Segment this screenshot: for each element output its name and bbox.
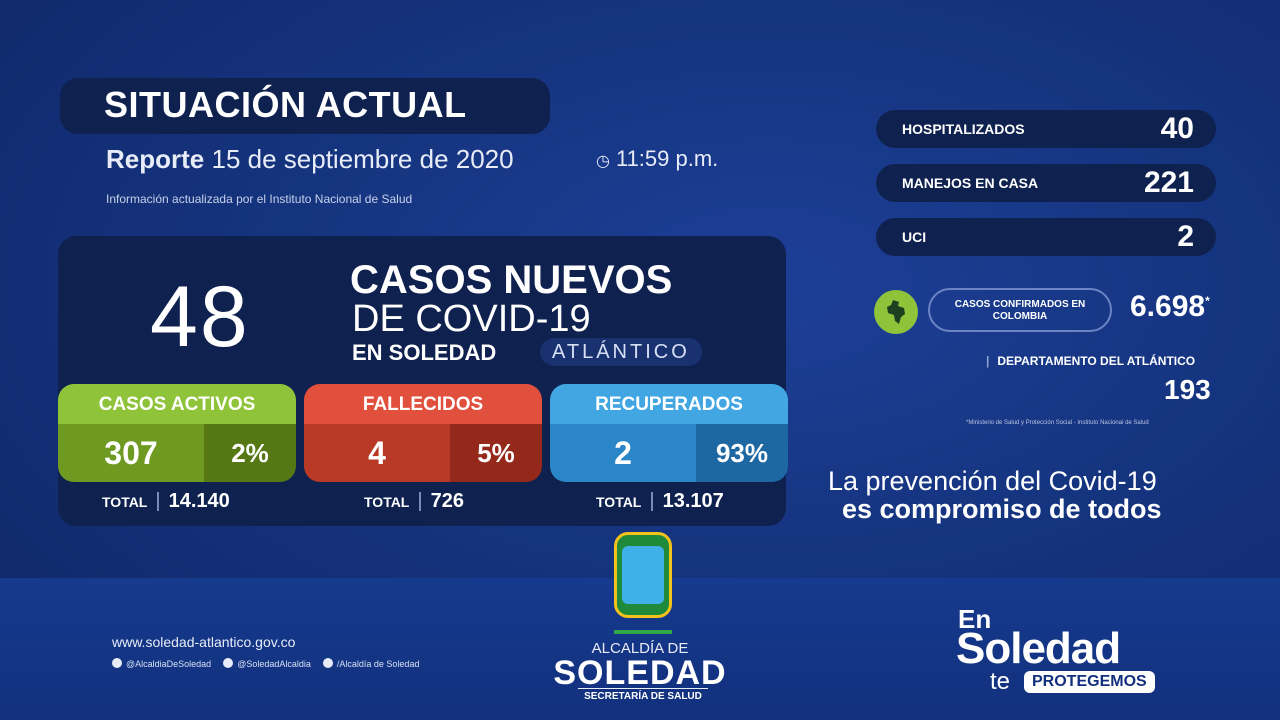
department-value: 193 — [1164, 374, 1211, 405]
facebook-icon — [322, 658, 333, 668]
home-care-label: MANEJOS EN CASA — [902, 175, 1039, 191]
recovered-percent: 93% — [696, 424, 788, 482]
colombia-map-icon — [874, 290, 918, 334]
hospitalized-value: 40 — [1160, 112, 1194, 145]
new-cases-place: EN SOLEDAD — [352, 340, 497, 365]
brand-te: te — [990, 668, 1011, 695]
clock-icon: ◷ — [596, 153, 610, 170]
recovered-total: TOTAL | 13.107 — [596, 490, 724, 512]
slogan-line-1: La prevención del Covid-19 — [828, 466, 1157, 496]
uci-pill: UCI 2 — [876, 218, 1216, 256]
title-box — [60, 78, 550, 134]
brand-protegemos: PROTEGEMOS — [1024, 671, 1155, 693]
recovered-value: 2 — [550, 424, 696, 482]
active-cases-label: CASOS ACTIVOS — [58, 384, 296, 424]
home-care-pill: MANEJOS EN CASA 221 — [876, 164, 1216, 202]
twitter-icon — [223, 658, 234, 668]
source-note: Información actualizada por el Instituto… — [106, 192, 413, 206]
colombia-cases-number: 6.698 — [1130, 290, 1206, 323]
instagram-link[interactable]: @AlcaldiaDeSoledad — [112, 658, 211, 669]
colombia-cases-value: 6.698* — [1130, 290, 1210, 324]
recovered-label: RECUPERADOS — [550, 384, 788, 424]
active-total-value: 14.140 — [168, 490, 230, 512]
deceased-total-value: 726 — [430, 490, 464, 512]
home-care-value: 221 — [1143, 166, 1194, 199]
report-label: Reporte — [106, 144, 205, 174]
recovered-card: RECUPERADOS 2 93% — [550, 384, 788, 482]
crest-inner — [622, 546, 664, 604]
report-time-value: 11:59 p.m. — [615, 146, 719, 171]
deceased-value: 4 — [304, 424, 450, 482]
recovered-total-label: TOTAL — [596, 494, 642, 510]
new-cases-subtitle: DE COVID-19 — [352, 298, 591, 340]
secretaria-label: SECRETARÍA DE SALUD — [578, 688, 708, 702]
hospitalized-label: HOSPITALIZADOS — [902, 121, 1025, 137]
colombia-cases-label: CASOS CONFIRMADOS EN COLOMBIA — [928, 288, 1112, 332]
soledad-label: SOLEDAD — [553, 654, 727, 692]
active-cases-value: 307 — [58, 424, 204, 482]
report-line: Reporte 15 de septiembre de 2020 — [106, 144, 514, 175]
social-links: @AlcaldiaDeSoledad @SoledadAlcaldia /Alc… — [112, 658, 419, 669]
new-cases-title: CASOS NUEVOS — [350, 258, 673, 302]
deceased-card: FALLECIDOS 4 5% — [304, 384, 542, 482]
active-cases-card: CASOS ACTIVOS 307 2% — [58, 384, 296, 482]
deceased-total: TOTAL | 726 — [364, 490, 464, 512]
report-time: ◷ 11:59 p.m. — [596, 146, 718, 172]
brand-en: En — [958, 604, 992, 634]
new-cases-number: 48 — [150, 269, 250, 365]
active-total-label: TOTAL — [102, 494, 148, 510]
brand-soledad: Soledad — [956, 624, 1121, 673]
crest-strip — [614, 630, 672, 634]
uci-label: UCI — [902, 229, 927, 245]
colombia-footnote-mark: * — [1205, 294, 1210, 308]
active-total: TOTAL | 14.140 — [102, 490, 230, 512]
facebook-link[interactable]: /Alcaldía de Soledad — [322, 658, 419, 669]
report-date: 15 de septiembre de 2020 — [211, 144, 514, 174]
department-label: | DEPARTAMENTO DEL ATLÁNTICO — [986, 354, 1196, 368]
slogan-line-2: es compromiso de todos — [842, 494, 1162, 524]
instagram-icon — [112, 658, 122, 668]
hospitalized-pill: HOSPITALIZADOS 40 — [876, 110, 1216, 148]
uci-value: 2 — [1177, 220, 1194, 253]
department-label-text: DEPARTAMENTO DEL ATLÁNTICO — [997, 354, 1196, 368]
page-title: SITUACIÓN ACTUAL — [104, 84, 467, 125]
twitter-link[interactable]: @SoledadAlcaldia — [223, 658, 311, 669]
website-link[interactable]: www.soledad-atlantico.gov.co — [112, 634, 296, 650]
alcaldia-label: ALCALDÍA DE — [591, 640, 689, 657]
deceased-label: FALLECIDOS — [304, 384, 542, 424]
deceased-total-label: TOTAL — [364, 494, 410, 510]
region-badge: ATLÁNTICO — [540, 338, 702, 366]
footnote: *Ministerio de Salud y Protección Social… — [966, 420, 1149, 426]
recovered-total-value: 13.107 — [662, 490, 724, 512]
deceased-percent: 5% — [450, 424, 542, 482]
active-cases-percent: 2% — [204, 424, 296, 482]
